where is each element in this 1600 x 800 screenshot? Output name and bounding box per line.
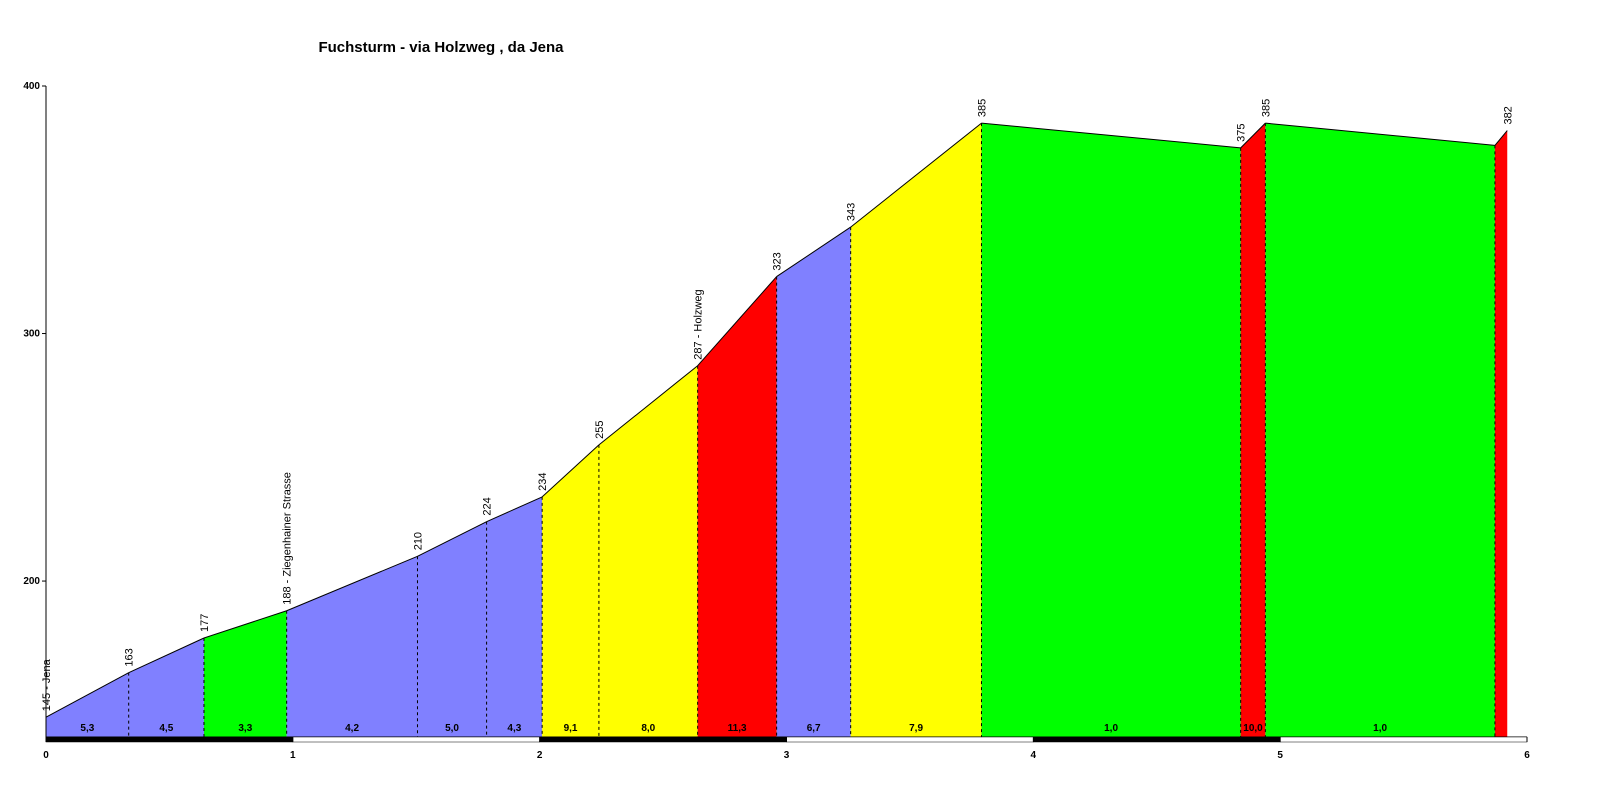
x-tick-label: 1 xyxy=(290,750,296,761)
profile-line xyxy=(1240,122,1266,149)
point-label: 224 xyxy=(482,497,494,515)
point-label: 210 xyxy=(412,532,424,550)
segment xyxy=(1494,130,1508,738)
segment xyxy=(128,637,204,737)
profile-line xyxy=(598,365,698,446)
point-label: 163 xyxy=(124,648,136,666)
gradient-label: 4,2 xyxy=(345,723,359,734)
profile-line xyxy=(417,521,487,557)
km-bar xyxy=(786,736,1034,743)
gradient-label: 9,1 xyxy=(564,723,578,734)
profile-line xyxy=(850,122,982,228)
segment xyxy=(46,672,129,737)
profile-line xyxy=(128,637,205,674)
profile-line xyxy=(981,122,1241,149)
km-bar xyxy=(1279,736,1528,743)
gradient-label: 4,5 xyxy=(159,723,173,734)
profile-line xyxy=(1494,130,1508,146)
profile-line xyxy=(45,672,129,718)
profile-line xyxy=(776,226,851,278)
point-label: 287 - Holzweg xyxy=(693,289,705,359)
x-tick-label: 2 xyxy=(537,750,543,761)
point-label: 343 xyxy=(846,203,858,221)
segment xyxy=(598,365,698,737)
profile-line xyxy=(697,276,778,367)
y-tick-label: 200 xyxy=(23,576,40,587)
segment xyxy=(486,496,543,737)
point-label: 145 - Jena xyxy=(41,658,53,711)
x-tick-label: 4 xyxy=(1031,750,1037,761)
gradient-label: 10,0 xyxy=(1243,723,1263,734)
profile-line xyxy=(1265,122,1495,146)
point-label: 323 xyxy=(772,252,784,270)
segment xyxy=(542,444,599,737)
y-tick-label: 400 xyxy=(23,81,40,92)
gradient-label: 5,0 xyxy=(445,723,459,734)
gradient-label: 4,3 xyxy=(507,723,521,734)
y-tick-label: 300 xyxy=(23,329,40,340)
point-label: 255 xyxy=(594,421,606,439)
profile-line xyxy=(486,496,543,523)
gradient-label: 1,0 xyxy=(1104,723,1118,734)
x-tick-label: 3 xyxy=(784,750,790,761)
segment xyxy=(1240,123,1266,738)
point-label: 177 xyxy=(199,614,211,632)
segment xyxy=(981,123,1241,738)
gradient-label: 6,7 xyxy=(807,723,821,734)
gradient-label: 7,9 xyxy=(909,723,923,734)
gradient-label: 1,0 xyxy=(1373,723,1387,734)
point-label: 188 - Ziegenhainer Strasse xyxy=(282,472,294,605)
km-bar xyxy=(45,736,294,743)
point-label: 234 xyxy=(537,473,549,491)
km-bar xyxy=(1033,736,1281,743)
point-label: 382 xyxy=(1502,106,1514,124)
gradient-label: 11,3 xyxy=(728,723,747,734)
segment xyxy=(417,521,487,737)
gradient-label: 8,0 xyxy=(641,723,655,734)
gradient-label: 5,3 xyxy=(80,723,94,734)
km-bar xyxy=(539,736,787,743)
point-label: 385 xyxy=(976,99,988,117)
segment xyxy=(203,610,287,737)
point-label: 385 xyxy=(1260,99,1272,117)
x-tick-label: 5 xyxy=(1277,750,1283,761)
profile-line xyxy=(203,610,287,639)
x-tick-label: 6 xyxy=(1524,750,1530,761)
chart-title: Fuchsturm - via Holzweg , da Jena xyxy=(318,39,564,56)
segment xyxy=(697,276,777,737)
km-bar xyxy=(292,736,540,743)
segment xyxy=(850,123,982,738)
profile-line xyxy=(286,555,418,612)
x-tick-label: 0 xyxy=(43,750,49,761)
segment xyxy=(1265,123,1495,738)
point-label: 375 xyxy=(1236,124,1248,142)
segment xyxy=(776,227,851,737)
gradient-label: 3,3 xyxy=(238,723,252,734)
segment xyxy=(286,556,418,737)
profile-line xyxy=(541,444,600,498)
